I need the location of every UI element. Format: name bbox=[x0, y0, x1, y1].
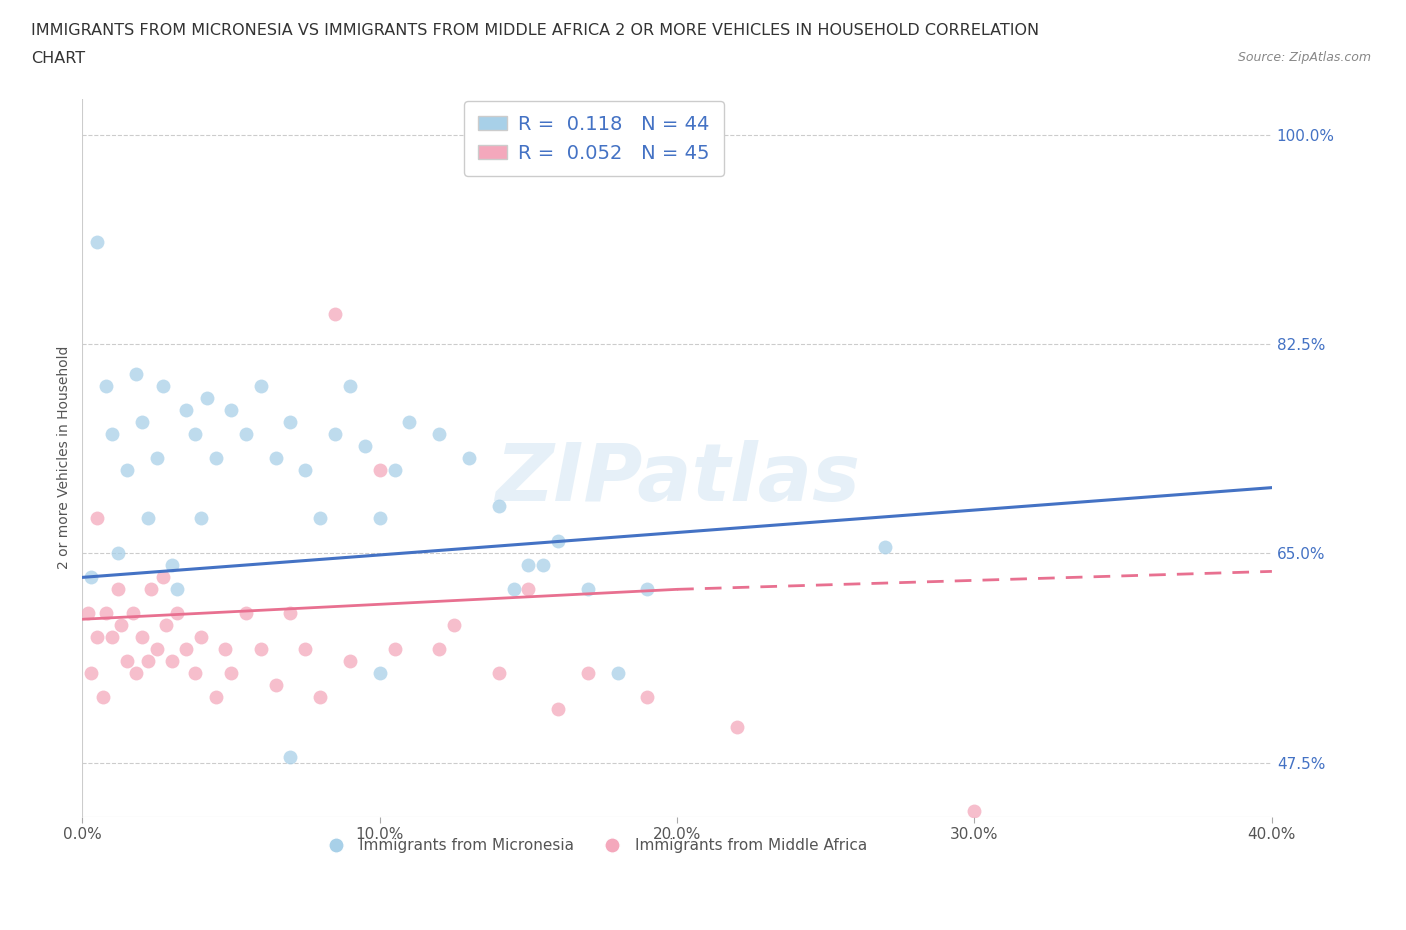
Point bbox=[636, 582, 658, 597]
Point bbox=[94, 379, 117, 393]
Point bbox=[576, 666, 599, 681]
Point bbox=[368, 510, 391, 525]
Point bbox=[214, 642, 236, 657]
Point bbox=[107, 582, 129, 597]
Point bbox=[107, 546, 129, 561]
Point bbox=[125, 366, 148, 381]
Point bbox=[280, 750, 302, 764]
Point bbox=[309, 690, 332, 705]
Legend: Immigrants from Micronesia, Immigrants from Middle Africa: Immigrants from Micronesia, Immigrants f… bbox=[315, 832, 873, 859]
Point bbox=[427, 426, 450, 441]
Point bbox=[136, 654, 159, 669]
Y-axis label: 2 or more Vehicles in Household: 2 or more Vehicles in Household bbox=[58, 346, 72, 569]
Point bbox=[160, 654, 183, 669]
Point bbox=[176, 403, 198, 418]
Point bbox=[101, 426, 124, 441]
Point bbox=[166, 605, 188, 620]
Point bbox=[384, 462, 406, 477]
Text: CHART: CHART bbox=[31, 51, 84, 66]
Point bbox=[115, 462, 138, 477]
Point bbox=[219, 666, 242, 681]
Point bbox=[195, 391, 218, 405]
Point bbox=[139, 582, 162, 597]
Point bbox=[77, 605, 100, 620]
Point bbox=[121, 605, 143, 620]
Point bbox=[176, 642, 198, 657]
Point bbox=[576, 582, 599, 597]
Point bbox=[427, 642, 450, 657]
Point bbox=[235, 605, 257, 620]
Point bbox=[517, 558, 540, 573]
Text: IMMIGRANTS FROM MICRONESIA VS IMMIGRANTS FROM MIDDLE AFRICA 2 OR MORE VEHICLES I: IMMIGRANTS FROM MICRONESIA VS IMMIGRANTS… bbox=[31, 23, 1039, 38]
Point bbox=[190, 630, 212, 644]
Point bbox=[205, 690, 228, 705]
Point bbox=[280, 605, 302, 620]
Point bbox=[145, 450, 167, 465]
Point bbox=[152, 379, 174, 393]
Point bbox=[323, 426, 346, 441]
Point bbox=[368, 462, 391, 477]
Point bbox=[205, 450, 228, 465]
Point bbox=[963, 804, 986, 818]
Point bbox=[86, 630, 108, 644]
Point bbox=[502, 582, 524, 597]
Point bbox=[235, 426, 257, 441]
Point bbox=[339, 379, 361, 393]
Point bbox=[110, 618, 132, 632]
Point bbox=[80, 570, 103, 585]
Point bbox=[249, 642, 271, 657]
Point bbox=[94, 605, 117, 620]
Point bbox=[398, 415, 420, 430]
Point bbox=[488, 498, 510, 513]
Point bbox=[636, 690, 658, 705]
Point bbox=[115, 654, 138, 669]
Point bbox=[531, 558, 554, 573]
Point bbox=[264, 450, 287, 465]
Point bbox=[125, 666, 148, 681]
Point bbox=[249, 379, 271, 393]
Point bbox=[264, 678, 287, 693]
Point bbox=[384, 642, 406, 657]
Point bbox=[875, 540, 897, 555]
Point bbox=[131, 415, 153, 430]
Point bbox=[725, 720, 748, 735]
Point bbox=[488, 666, 510, 681]
Point bbox=[219, 403, 242, 418]
Point bbox=[91, 690, 114, 705]
Point bbox=[323, 307, 346, 322]
Point bbox=[280, 415, 302, 430]
Point bbox=[80, 666, 103, 681]
Point bbox=[339, 654, 361, 669]
Point bbox=[547, 701, 569, 716]
Point bbox=[184, 666, 207, 681]
Point bbox=[155, 618, 177, 632]
Point bbox=[309, 510, 332, 525]
Point bbox=[190, 510, 212, 525]
Point bbox=[606, 666, 628, 681]
Point bbox=[101, 630, 124, 644]
Text: Source: ZipAtlas.com: Source: ZipAtlas.com bbox=[1237, 51, 1371, 64]
Point bbox=[136, 510, 159, 525]
Point bbox=[166, 582, 188, 597]
Point bbox=[131, 630, 153, 644]
Point bbox=[184, 426, 207, 441]
Text: ZIPatlas: ZIPatlas bbox=[495, 440, 859, 518]
Point bbox=[443, 618, 465, 632]
Point bbox=[145, 642, 167, 657]
Point bbox=[368, 666, 391, 681]
Point bbox=[294, 462, 316, 477]
Point bbox=[152, 570, 174, 585]
Point bbox=[160, 558, 183, 573]
Point bbox=[86, 235, 108, 250]
Point bbox=[353, 438, 375, 453]
Point bbox=[458, 450, 481, 465]
Point bbox=[517, 582, 540, 597]
Point bbox=[547, 534, 569, 549]
Point bbox=[294, 642, 316, 657]
Point bbox=[86, 510, 108, 525]
